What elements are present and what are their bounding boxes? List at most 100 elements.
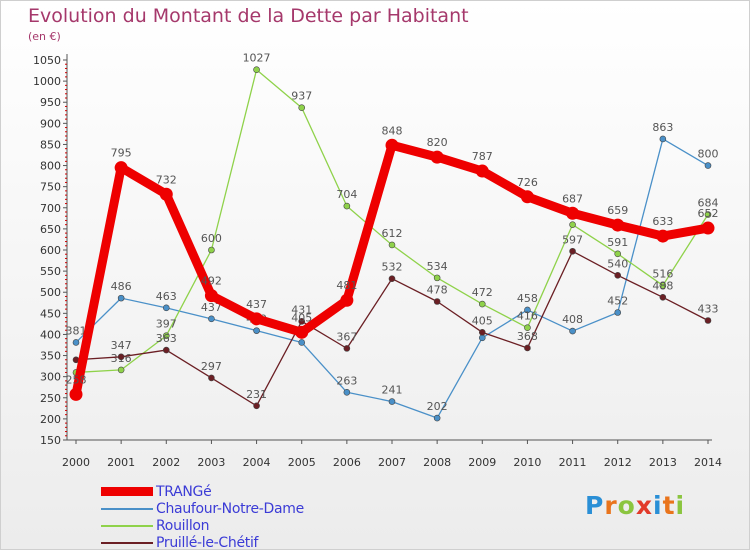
data-label: 458 (517, 292, 538, 305)
data-label: 437 (201, 301, 222, 314)
x-tick-label: 2004 (243, 456, 271, 469)
legend: TRANGé Chaufour-Notre-Dame Rouillon Pruillé… (101, 483, 304, 551)
data-label: 363 (156, 332, 177, 345)
y-tick-label: 1000 (33, 75, 61, 88)
data-point (524, 324, 531, 331)
data-point (162, 304, 170, 312)
legend-item: Pruillé-le-Chétif (101, 534, 304, 551)
data-label: 431 (291, 303, 312, 316)
data-point (204, 289, 218, 303)
data-label: 241 (382, 384, 403, 397)
data-label: 1027 (243, 52, 271, 65)
data-label: 437 (246, 298, 267, 311)
legend-label: TRANGé (156, 483, 212, 500)
data-label: 534 (427, 260, 448, 273)
data-point (117, 294, 125, 302)
y-tick-label: 300 (40, 371, 61, 384)
logo-letter: i (653, 491, 663, 520)
data-label: 478 (427, 284, 448, 297)
data-label: 463 (156, 290, 177, 303)
y-tick-label: 750 (40, 181, 61, 194)
x-tick-label: 2014 (694, 456, 722, 469)
data-label: 820 (427, 136, 448, 149)
data-label: 540 (607, 257, 628, 270)
data-label: 704 (336, 188, 357, 201)
x-tick-label: 2006 (333, 456, 361, 469)
data-point (566, 206, 580, 220)
x-tick-label: 2005 (288, 456, 316, 469)
data-label: 452 (607, 294, 628, 307)
data-point (298, 104, 306, 112)
logo-letter: P (585, 491, 605, 520)
data-label: 937 (291, 90, 312, 103)
data-label: 633 (652, 215, 673, 228)
data-point (208, 246, 215, 254)
data-point (701, 221, 715, 235)
data-label: 472 (472, 286, 493, 299)
y-tick-label: 600 (40, 244, 61, 257)
data-label: 800 (698, 148, 719, 161)
data-label: 591 (607, 236, 628, 249)
data-label: 863 (652, 121, 673, 134)
data-label: 600 (201, 232, 222, 245)
x-tick-label: 2000 (62, 456, 90, 469)
data-point (614, 250, 622, 258)
data-point (433, 274, 441, 282)
y-tick-label: 700 (40, 202, 61, 215)
data-point (475, 164, 489, 178)
y-tick-label: 950 (40, 96, 61, 109)
y-tick-label: 1050 (33, 54, 61, 67)
data-point (614, 309, 622, 316)
data-point (340, 293, 354, 307)
data-point (656, 229, 670, 243)
data-point (208, 374, 215, 382)
data-label: 652 (698, 207, 719, 220)
data-label: 381 (66, 324, 87, 337)
y-tick-label: 850 (40, 138, 61, 151)
x-tick-label: 2013 (649, 456, 677, 469)
data-point (388, 275, 396, 283)
data-point (569, 327, 576, 335)
y-tick-label: 150 (40, 434, 61, 447)
data-point (659, 293, 667, 301)
data-point (343, 388, 351, 396)
data-label: 612 (382, 227, 403, 240)
data-point (253, 402, 260, 410)
data-point (117, 353, 125, 361)
x-tick-label: 2008 (423, 456, 451, 469)
data-point (72, 339, 80, 346)
data-label: 416 (517, 310, 538, 323)
data-label: 231 (246, 388, 267, 401)
data-label: 488 (652, 279, 673, 292)
legend-label: Rouillon (156, 517, 210, 534)
data-label: 368 (517, 330, 538, 343)
data-label: 405 (291, 311, 312, 324)
x-tick-label: 2007 (378, 456, 406, 469)
data-point (162, 332, 170, 340)
data-point (569, 221, 576, 228)
data-label: 532 (382, 261, 403, 274)
y-tick-label: 200 (40, 413, 61, 426)
legend-item: Rouillon (101, 517, 304, 534)
data-label: 516 (652, 267, 673, 280)
data-point (298, 339, 306, 346)
data-point (704, 317, 712, 324)
data-label: 433 (698, 303, 719, 316)
series-Chaufour-Notre-Dame: 381486463437409263241202458408452863800 (66, 121, 719, 422)
data-label: 732 (156, 173, 177, 186)
data-label: 687 (562, 192, 583, 205)
data-point (659, 135, 667, 143)
logo-letter: r (604, 491, 618, 520)
data-point (433, 298, 441, 305)
data-label: 726 (517, 176, 538, 189)
data-label: 659 (607, 204, 628, 217)
data-label: 795 (111, 147, 132, 160)
y-tick-label: 550 (40, 265, 61, 278)
data-label: 397 (156, 318, 177, 331)
x-tick-label: 2012 (604, 456, 632, 469)
logo-letter: x (635, 491, 653, 520)
data-label: 848 (382, 124, 403, 137)
data-point (430, 150, 444, 164)
logo-letter: i (675, 491, 686, 520)
